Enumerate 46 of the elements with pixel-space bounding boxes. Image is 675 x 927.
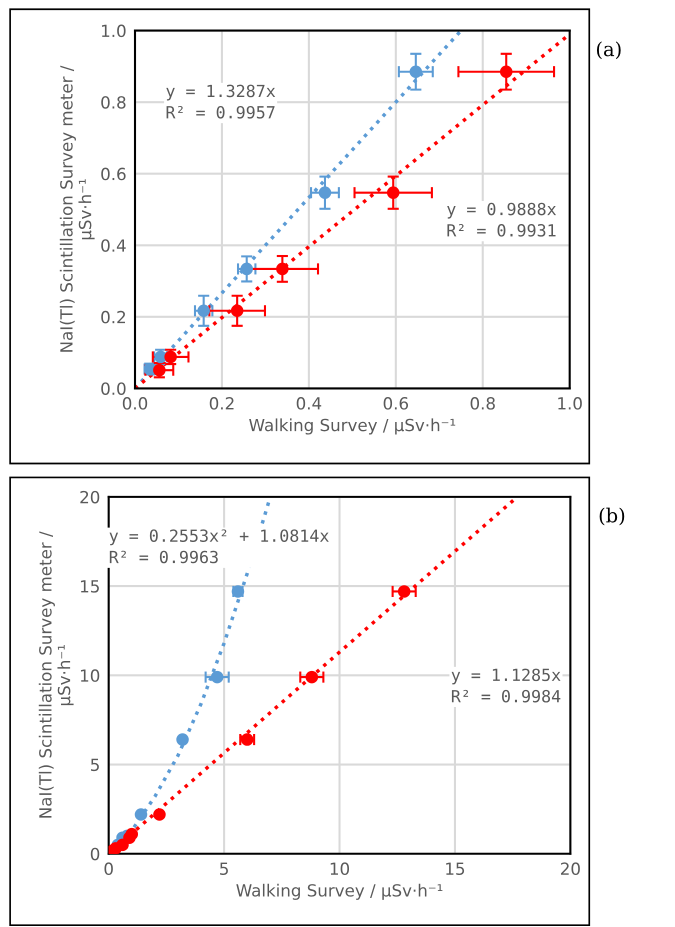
- annotation: y = 1.1285x R² = 0.9984: [452, 668, 561, 702]
- point: [500, 65, 512, 78]
- x-tick-label: 10: [330, 862, 350, 875]
- y-axis-title: NaI(Tl) Scintillation Survey meter / μSv·h⁻¹: [60, 66, 95, 352]
- point: [386, 186, 400, 199]
- point: [176, 733, 189, 746]
- y-tick-label: 0.4: [101, 239, 126, 252]
- point: [134, 808, 148, 821]
- point: [230, 304, 244, 318]
- x-tick-label: 0.8: [470, 397, 495, 410]
- y-tick-label: 1.0: [102, 24, 126, 38]
- point: [276, 262, 289, 276]
- y-tick-label: 5: [91, 758, 99, 772]
- x-tick-label: 0.0: [122, 397, 148, 410]
- y-tick-label: 0.6: [101, 168, 126, 180]
- y-tick-label: 0.0: [101, 382, 126, 395]
- y-axis-title: NaI(Tl) Scintillation Survey meter / μSv·h⁻¹: [38, 531, 74, 818]
- x-tick-label: 5: [220, 862, 228, 875]
- text: (b): [600, 508, 624, 526]
- x-tick-label: 1.0: [558, 397, 582, 410]
- y-tick-label: 0: [90, 848, 100, 860]
- annotation: y = 1.3287x R² = 0.9957: [166, 84, 276, 119]
- x-tick-label: 0.6: [384, 397, 408, 410]
- x-axis-title: Walking Survey / μSv·h⁻¹: [236, 884, 442, 900]
- y-tick-label: 15: [80, 580, 99, 593]
- point: [210, 670, 224, 684]
- point: [318, 186, 332, 199]
- point: [410, 65, 422, 78]
- annotation: y = 0.9888x R² = 0.9931: [447, 202, 556, 237]
- text: (a): [596, 41, 621, 60]
- point: [123, 831, 136, 844]
- y-tick-label: 0.2: [101, 310, 125, 324]
- x-tick-label: 15: [446, 862, 464, 875]
- y-tick-label: 0.8: [101, 96, 126, 109]
- point: [153, 808, 166, 821]
- x-tick-label: 0.2: [210, 397, 234, 410]
- point: [398, 585, 410, 598]
- annotation: y = 0.2553x² + 1.0814x R² = 0.9963: [110, 529, 329, 564]
- point: [197, 304, 210, 318]
- y-tick-label: 10: [80, 669, 100, 682]
- point: [306, 670, 318, 684]
- x-tick-label: 20: [560, 862, 580, 875]
- y-tick-label: 20: [80, 490, 100, 504]
- x-axis-title: Walking Survey / μSv·h⁻¹: [249, 418, 456, 435]
- point: [240, 262, 253, 276]
- x-tick-label: 0.4: [296, 397, 322, 410]
